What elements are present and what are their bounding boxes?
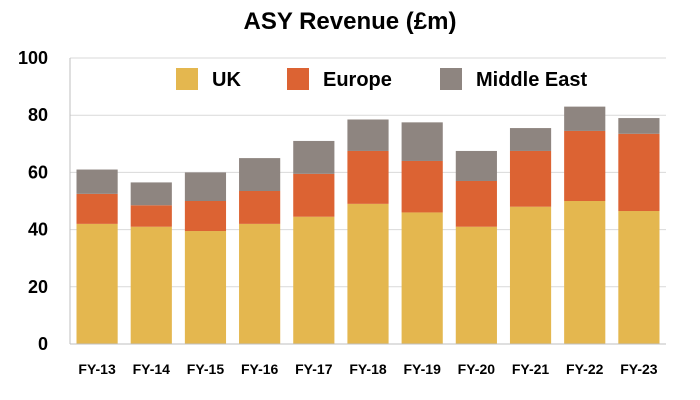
legend-label: Middle East [476,69,587,91]
bar-europe [401,160,443,213]
bar-uk [618,211,660,344]
legend-swatch [440,68,462,90]
bar-europe [509,150,552,207]
bar-europe [239,190,281,224]
x-tick-label: FY-14 [133,361,171,377]
chart-title: ASY Revenue (£m) [243,8,457,35]
y-tick-label: 0 [38,334,48,354]
bar-uk [401,212,443,344]
x-tick-label: FY-21 [512,361,550,377]
bar-middle-east [618,118,660,134]
bar-middle-east [184,172,227,201]
x-tick-label: FY-18 [349,361,387,377]
bar-middle-east [347,119,389,151]
y-tick-label: 100 [18,48,48,68]
bar-europe [293,173,335,217]
bar-europe [184,201,227,232]
bar-uk [130,226,172,344]
y-tick-label: 60 [28,162,48,182]
x-tick-label: FY-19 [404,361,442,377]
bar-middle-east [509,128,552,151]
legend-label: Europe [323,69,392,91]
y-tick-label: 20 [28,277,48,297]
axes [69,58,666,345]
legend-label: UK [212,69,241,91]
bar-europe [618,133,660,212]
legend: UK Europe Middle East [176,68,587,91]
x-tick-label: FY-20 [458,361,496,377]
bar-uk [564,201,606,344]
bar-europe [564,130,606,201]
bar-uk [347,203,389,344]
bar-uk [293,216,335,344]
x-tick-label: FY-13 [78,361,116,377]
x-tick-label: FY-22 [566,361,604,377]
x-tick-label: FY-15 [187,361,225,377]
bar-middle-east [455,150,497,181]
y-tick-label: 40 [28,220,48,240]
bar-europe [347,150,389,204]
bar-uk [76,223,118,344]
bar-middle-east [401,122,443,161]
bar-uk [509,206,552,344]
bar-middle-east [130,182,172,206]
x-tick-labels: FY-13 FY-14 FY-15 FY-16 FY-17 FY-18 FY-19 FY-20… [78,361,657,377]
x-tick-label: FY-16 [241,361,279,377]
bar-middle-east [564,106,606,131]
legend-swatch [176,68,198,90]
bars [76,106,660,344]
bar-middle-east [239,158,281,191]
bar-uk [455,226,497,344]
bar-europe [76,193,118,224]
bar-europe [130,205,172,227]
x-tick-label: FY-17 [295,361,333,377]
x-tick-label: FY-23 [620,361,658,377]
bar-uk [184,231,227,344]
y-tick-label: 80 [28,105,48,125]
bar-uk [239,223,281,344]
bar-europe [455,180,497,227]
bar-middle-east [76,169,118,194]
bar-middle-east [293,140,335,174]
legend-swatch [287,68,309,90]
y-tick-labels: 0 20 40 60 80 100 [18,48,48,354]
